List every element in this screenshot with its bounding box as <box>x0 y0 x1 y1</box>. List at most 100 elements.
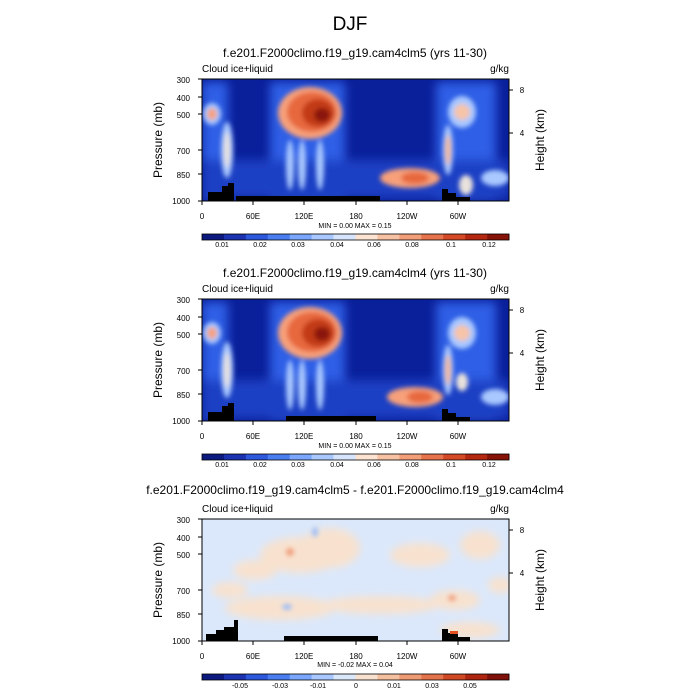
panel-3-colorbar-cell <box>443 674 466 680</box>
panel-1-colorbar-cell <box>355 234 378 240</box>
panel-2-colorbar-frame <box>201 453 510 461</box>
panel-1-ytick: 1000 <box>172 197 190 206</box>
panel-2-colorbar-cell <box>289 454 312 460</box>
panel-3-colorbar-label: -0.05 <box>232 683 248 690</box>
panel-3-colorbar-cell <box>245 674 269 680</box>
panel-2-colorbar-cell <box>443 454 466 460</box>
panel-1-stats: MIN = 0.00 MAX = 0.15 <box>318 223 391 230</box>
panel-3-ylabel: Pressure (mb) <box>151 542 165 618</box>
panel-3-colorbar-cell <box>421 674 444 680</box>
panel-2-colorbar-label: 0.06 <box>367 462 381 469</box>
panel-2-colorbar-cell <box>399 454 422 460</box>
panel-2-right-ticks <box>509 309 513 354</box>
panel-3-right-ticks <box>509 529 513 574</box>
panel-1-colorbar-cell <box>202 234 225 240</box>
panel-3-right-tick: 8 <box>520 526 525 535</box>
panel-1-ylabel: Pressure (mb) <box>151 102 165 178</box>
panel-2-colorbar-label: 0.08 <box>405 462 419 469</box>
panel-1-colorbar-cell <box>223 234 247 240</box>
panel-2-colorbar-cell <box>377 454 400 460</box>
panel-2-colorbar-cell <box>487 454 510 460</box>
panel-1-xtick: 120W <box>397 212 418 221</box>
panel-2-colorbar-cell <box>202 454 225 460</box>
panel-3-ytick: 300 <box>177 516 191 525</box>
panel-2-ylabel-right: Height (km) <box>533 329 547 391</box>
panel-2-colorbar-cell <box>333 454 356 460</box>
panel-1-ytick: 400 <box>177 94 191 103</box>
panel-3-bottom-ticks <box>201 641 459 645</box>
panel-3-colorbar-cell <box>267 674 291 680</box>
panel-1-colorbar <box>201 233 510 241</box>
panel-2-colorbar-cell <box>421 454 444 460</box>
panel-3-xtick: 180 <box>349 652 363 661</box>
panel-1-colorbar-cell <box>399 234 422 240</box>
panel-1-colorbar-label: 0.08 <box>405 242 419 249</box>
panel-1-colorbar-cell <box>245 234 269 240</box>
panel-1-colorbar-cell <box>465 234 488 240</box>
panel-3-field <box>202 519 509 641</box>
panel-3-ytick: 850 <box>177 611 191 620</box>
panel-2-ytick: 850 <box>177 391 191 400</box>
panel-1-ylabel-right: Height (km) <box>533 109 547 171</box>
panel-3-colorbar-frame <box>201 673 510 681</box>
panel-1: f.e201.F2000climo.f19_g19.cam4clm5 (yrs … <box>151 46 547 249</box>
panel-2-colorbar-cell <box>267 454 291 460</box>
panel-2-colorbar-label: 0.03 <box>291 462 305 469</box>
panel-3-colorbar-label: -0.01 <box>310 683 326 690</box>
panel-3-title: f.e201.F2000climo.f19_g19.cam4clm5 - f.e… <box>146 483 564 497</box>
panel-2-colorbar-cell <box>223 454 247 460</box>
panel-2-xtick: 0 <box>200 432 205 441</box>
panel-1-colorbar-label: 0.06 <box>367 242 381 249</box>
panel-3-variable-label: Cloud ice+liquid <box>202 504 273 515</box>
panel-2-colorbar-label: 0.12 <box>482 462 496 469</box>
panel-2-colorbar-label: 0.01 <box>215 462 229 469</box>
panel-3-colorbar <box>201 673 510 681</box>
panel-1-xtick: 60W <box>450 212 467 221</box>
panel-3-colorbar-cell <box>223 674 247 680</box>
panel-3-left-ticks <box>198 518 202 642</box>
panel-1-colorbar-label: 0.1 <box>446 242 456 249</box>
panel-1-colorbar-cell <box>421 234 444 240</box>
panel-1-right-tick: 4 <box>520 129 525 138</box>
panel-2-ytick: 500 <box>177 331 191 340</box>
panel-1-right-ticks <box>509 89 513 134</box>
panel-3-ytick: 400 <box>177 534 191 543</box>
panel-1-ytick: 500 <box>177 111 191 120</box>
panel-1-left-ticks <box>198 78 202 202</box>
panel-3-xtick: 0 <box>200 652 205 661</box>
panel-1-colorbar-label: 0.04 <box>330 242 344 249</box>
panel-2-xtick: 120W <box>397 432 418 441</box>
panel-1-colorbar-cell <box>289 234 312 240</box>
panel-2-field <box>202 299 509 421</box>
panel-3-colorbar-label: 0.03 <box>425 683 439 690</box>
panel-2-right-tick: 8 <box>520 306 525 315</box>
panel-1-units-label: g/kg <box>490 64 509 75</box>
panel-2-xtick: 180 <box>349 432 363 441</box>
panel-3-ytick: 1000 <box>172 637 190 646</box>
panel-3-right-tick: 4 <box>520 569 525 578</box>
panel-1-colorbar-label: 0.03 <box>291 242 305 249</box>
panel-2-ytick: 1000 <box>172 417 190 426</box>
panel-1-colorbar-label: 0.02 <box>253 242 267 249</box>
panel-2-title: f.e201.F2000climo.f19_g19.cam4clm4 (yrs … <box>223 266 487 280</box>
panel-2-colorbar-cell <box>355 454 378 460</box>
panel-2-stats: MIN = 0.00 MAX = 0.15 <box>318 443 391 450</box>
panel-1-xtick: 0 <box>200 212 205 221</box>
panel-2-colorbar-cell <box>245 454 269 460</box>
panel-1-colorbar-label: 0.01 <box>215 242 229 249</box>
panel-3-colorbar-cell <box>289 674 312 680</box>
panel-2-variable-label: Cloud ice+liquid <box>202 284 273 295</box>
panel-2-colorbar-label: 0.04 <box>330 462 344 469</box>
panel-1-ytick: 700 <box>177 147 191 156</box>
panel-3: f.e201.F2000climo.f19_g19.cam4clm5 - f.e… <box>146 483 564 690</box>
panel-3-xtick: 60E <box>246 652 260 661</box>
panel-2-colorbar-label: 0.1 <box>446 462 456 469</box>
panel-3-ytick: 500 <box>177 551 191 560</box>
panel-1-xtick: 60E <box>246 212 260 221</box>
panel-3-xtick: 120W <box>397 652 418 661</box>
panel-2-left-ticks <box>198 298 202 422</box>
panel-3-colorbar-label: 0.05 <box>463 683 477 690</box>
panel-2-colorbar <box>201 453 510 461</box>
panel-2-ylabel: Pressure (mb) <box>151 322 165 398</box>
